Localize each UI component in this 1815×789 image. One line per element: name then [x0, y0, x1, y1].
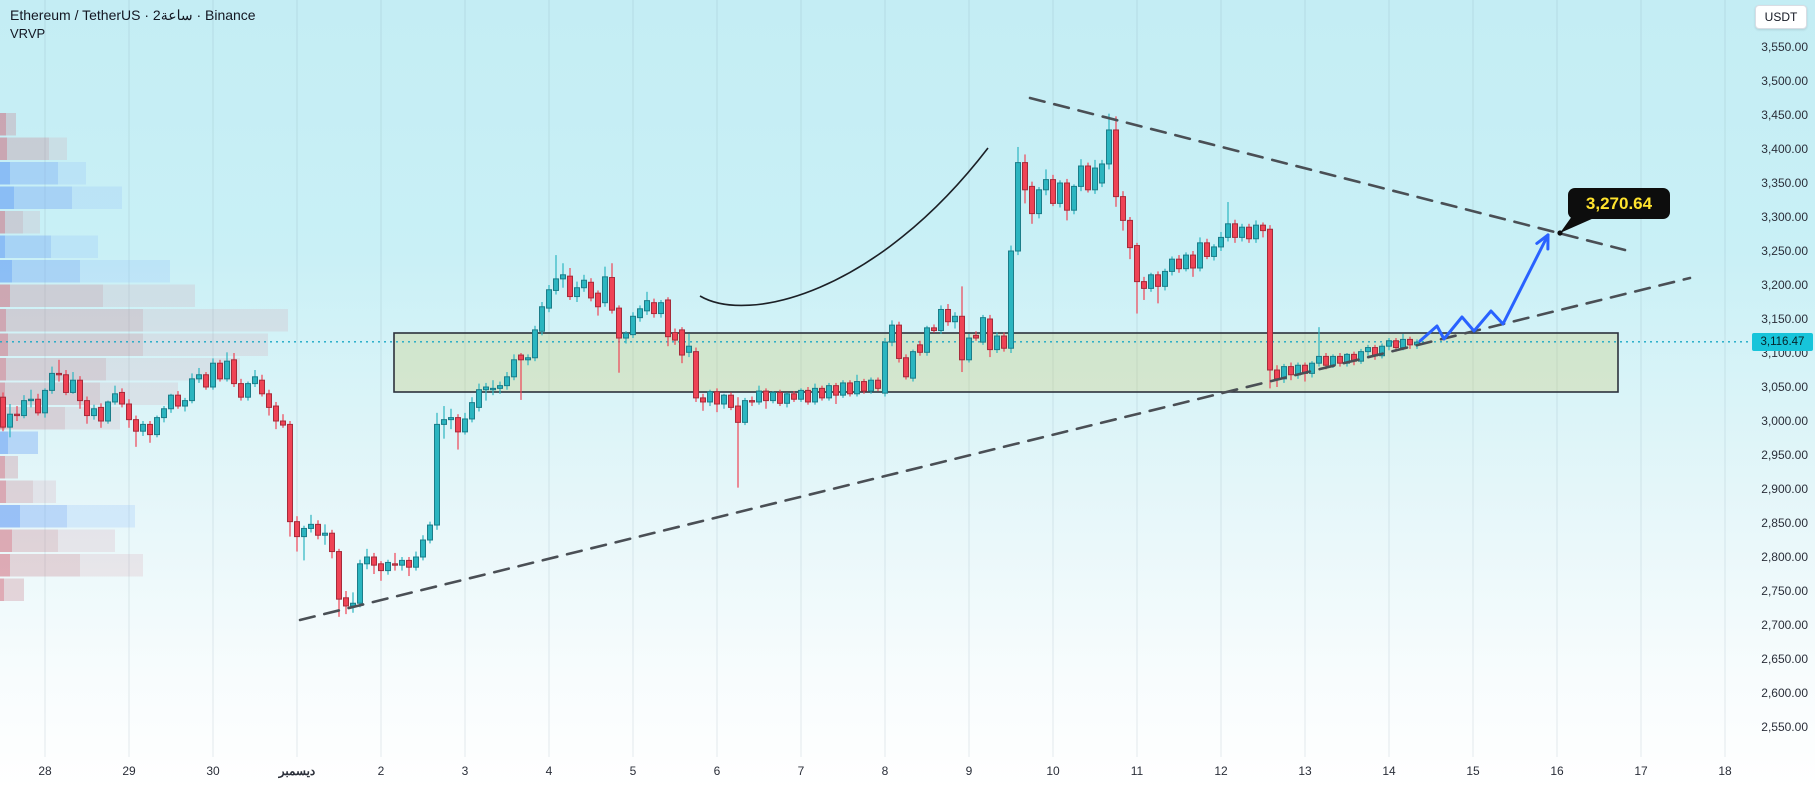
price-tick-label: 2,700.00 — [1761, 618, 1808, 632]
price-tick-label: 3,000.00 — [1761, 414, 1808, 428]
date-tick-label: 5 — [629, 764, 637, 778]
price-tick-label: 3,200.00 — [1761, 278, 1808, 292]
projection-zigzag-arrow[interactable] — [1418, 233, 1550, 343]
price-tick-label: 3,350.00 — [1761, 176, 1808, 190]
price-tick-label: 2,900.00 — [1761, 482, 1808, 496]
price-tick-label: 3,450.00 — [1761, 108, 1808, 122]
date-tick-label: 18 — [1718, 764, 1732, 778]
date-tick-label: 9 — [965, 764, 973, 778]
candlestick-series — [0, 113, 1420, 617]
date-tick-label: ديسمبر — [278, 764, 316, 778]
date-tick-label: 6 — [713, 764, 721, 778]
date-tick-label: 17 — [1634, 764, 1648, 778]
date-tick-label: 13 — [1298, 764, 1312, 778]
currency-toggle-button[interactable]: USDT — [1755, 5, 1807, 29]
date-tick-label: 14 — [1382, 764, 1396, 778]
date-tick-label: 2 — [377, 764, 385, 778]
price-tick-label: 3,300.00 — [1761, 210, 1808, 224]
current-price-tag: 3,116.47 — [1752, 332, 1813, 351]
price-target-callout[interactable]: 3,270.64 — [1568, 188, 1670, 219]
trendline-drawings[interactable] — [298, 96, 1692, 622]
price-tick-label: 3,150.00 — [1761, 312, 1808, 326]
price-tick-label: 3,550.00 — [1761, 40, 1808, 54]
date-tick-label: 11 — [1130, 764, 1144, 778]
price-tick-label: 2,550.00 — [1761, 720, 1808, 734]
volume-profile-indicator — [0, 113, 288, 601]
date-tick-label: 4 — [545, 764, 553, 778]
price-tick-label: 3,250.00 — [1761, 244, 1808, 258]
grid-lines — [44, 0, 1726, 757]
date-tick-label: 16 — [1550, 764, 1564, 778]
price-tick-label: 3,400.00 — [1761, 142, 1808, 156]
symbol-title[interactable]: Ethereum / TetherUS · 2ساعة · Binance — [10, 7, 256, 23]
date-tick-label: 28 — [38, 764, 52, 778]
price-tick-label: 2,750.00 — [1761, 584, 1808, 598]
date-tick-label: 15 — [1466, 764, 1480, 778]
date-tick-label: 12 — [1214, 764, 1228, 778]
indicator-label[interactable]: VRVP — [10, 26, 46, 41]
date-tick-label: 7 — [797, 764, 805, 778]
price-tick-label: 2,600.00 — [1761, 686, 1808, 700]
date-tick-label: 29 — [122, 764, 136, 778]
price-tick-label: 2,650.00 — [1761, 652, 1808, 666]
price-tick-label: 2,800.00 — [1761, 550, 1808, 564]
date-tick-label: 8 — [881, 764, 889, 778]
date-tick-label: 30 — [206, 764, 220, 778]
price-tick-label: 3,050.00 — [1761, 380, 1808, 394]
price-tick-label: 2,850.00 — [1761, 516, 1808, 530]
date-tick-label: 3 — [461, 764, 469, 778]
price-tick-label: 2,950.00 — [1761, 448, 1808, 462]
price-tick-label: 3,500.00 — [1761, 74, 1808, 88]
date-tick-label: 10 — [1046, 764, 1060, 778]
arc-drawing[interactable] — [699, 147, 989, 307]
